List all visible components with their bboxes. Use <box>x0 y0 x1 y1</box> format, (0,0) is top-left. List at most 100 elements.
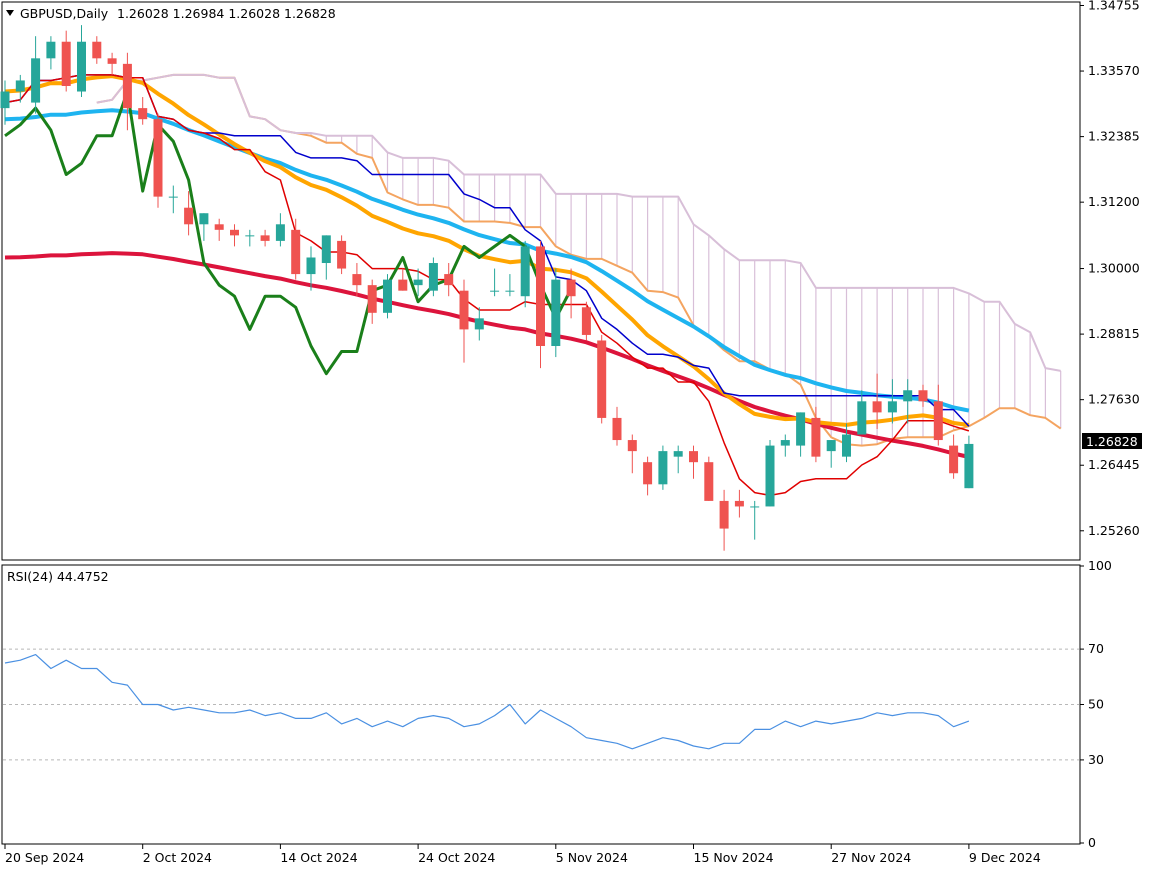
time-tick-label: 2 Oct 2024 <box>143 850 212 865</box>
candle-body <box>291 229 301 275</box>
candle-body <box>826 440 836 452</box>
candle-body <box>689 451 698 463</box>
candle-body <box>275 224 285 241</box>
tenkan-sen-line <box>4 74 970 497</box>
dropdown-triangle-icon[interactable] <box>6 10 14 16</box>
candle-body <box>459 290 469 330</box>
ma-blue-line <box>4 108 970 413</box>
candle-body <box>612 417 622 441</box>
candle-body <box>230 229 239 236</box>
candle-body <box>597 340 607 418</box>
candle-body <box>153 119 163 197</box>
time-tick-label: 9 Dec 2024 <box>969 850 1041 865</box>
ichimoku-cloud <box>96 73 1062 447</box>
candle-body <box>428 263 438 291</box>
rsi-indicator: 100 70 50 30 0 <box>3 558 1112 850</box>
candle-body <box>214 224 224 230</box>
candle-body <box>15 80 25 92</box>
candle-body <box>765 445 775 507</box>
candle-body <box>887 401 897 413</box>
rsi-tick-label: 0 <box>1088 835 1096 850</box>
chikou-span <box>4 90 573 376</box>
candle-body <box>184 207 194 225</box>
rsi-line <box>4 654 970 750</box>
candle-body <box>245 235 255 237</box>
candle-body <box>734 500 744 507</box>
price-tick-label: 1.30000 <box>1088 261 1140 276</box>
candle-body <box>61 41 71 86</box>
time-tick-label: 15 Nov 2024 <box>694 850 774 865</box>
time-tick-label: 24 Oct 2024 <box>418 850 495 865</box>
candle-body <box>31 58 41 103</box>
ohlc-header: 1.26028 1.26984 1.26028 1.26828 <box>117 6 336 21</box>
time-tick-label: 20 Sep 2024 <box>5 850 84 865</box>
candle-body <box>168 196 178 198</box>
candle-body <box>444 274 454 286</box>
candle-body <box>673 451 683 457</box>
candle-body <box>750 506 760 508</box>
candle-body <box>581 307 591 335</box>
candle-body <box>796 412 806 446</box>
rsi-tick-label: 70 <box>1088 641 1104 656</box>
candle-body <box>964 443 974 489</box>
candle-body <box>199 213 209 225</box>
price-tick-label: 1.31200 <box>1088 194 1140 209</box>
price-tick-label: 1.27630 <box>1088 392 1140 407</box>
candle-body <box>536 246 545 347</box>
time-axis: 20 Sep 2024 2 Oct 2024 14 Oct 2024 24 Oct 2… <box>4 844 1041 865</box>
candle-body <box>918 390 928 402</box>
symbol-header: GBPUSD,Daily <box>20 6 109 21</box>
rsi-tick-label: 30 <box>1088 752 1104 767</box>
candle-body <box>643 462 653 485</box>
time-tick-label: 14 Oct 2024 <box>280 850 357 865</box>
candle-body <box>704 462 714 501</box>
price-tick-label: 1.32385 <box>1088 129 1140 144</box>
price-tick-label: 1.28815 <box>1088 326 1140 341</box>
rsi-header: RSI(24) 44.4752 <box>7 569 109 584</box>
candle-body <box>811 417 821 457</box>
moving-averages <box>4 74 970 459</box>
time-tick-label: 5 Nov 2024 <box>556 850 628 865</box>
candle-body <box>627 440 637 452</box>
candle-body <box>398 279 408 291</box>
candle-body <box>321 235 331 264</box>
candlestick-series <box>0 25 974 551</box>
candle-body <box>122 63 132 109</box>
price-tick-label: 1.34755 <box>1088 0 1140 12</box>
candle-body <box>949 445 959 474</box>
price-tick-label: 1.26445 <box>1088 457 1140 472</box>
candle-body <box>903 390 913 402</box>
candle-body <box>383 279 392 313</box>
candle-body <box>719 500 729 529</box>
candle-body <box>842 434 851 457</box>
candle-body <box>413 279 423 286</box>
candle-body <box>107 58 117 64</box>
candle-body <box>933 401 943 441</box>
candle-body <box>490 290 500 292</box>
candle-body <box>857 401 867 435</box>
candle-body <box>658 451 668 485</box>
candle-body <box>872 401 882 413</box>
candle-body <box>780 440 790 446</box>
rsi-tick-label: 100 <box>1088 558 1112 573</box>
price-tick-label: 1.25260 <box>1088 523 1140 538</box>
candle-body <box>0 91 10 109</box>
candle-body <box>260 235 270 241</box>
candle-body <box>474 318 484 330</box>
current-price-tag <box>1082 433 1142 449</box>
price-tick-label: 1.33570 <box>1088 63 1140 78</box>
current-price-label: 1.26828 <box>1086 434 1138 449</box>
senkou-span-b-line <box>96 73 1061 372</box>
candle-body <box>566 279 576 297</box>
ichimoku-lines <box>4 74 970 497</box>
candle-body <box>306 257 316 275</box>
rsi-tick-label: 50 <box>1088 697 1104 712</box>
candle-body <box>367 285 377 313</box>
candle-body <box>46 41 56 59</box>
candle-body <box>77 41 86 92</box>
rsi-pane-frame <box>1 564 1081 845</box>
time-tick-label: 27 Nov 2024 <box>831 850 911 865</box>
chikou-span-line <box>4 90 573 376</box>
candle-body <box>138 108 148 120</box>
